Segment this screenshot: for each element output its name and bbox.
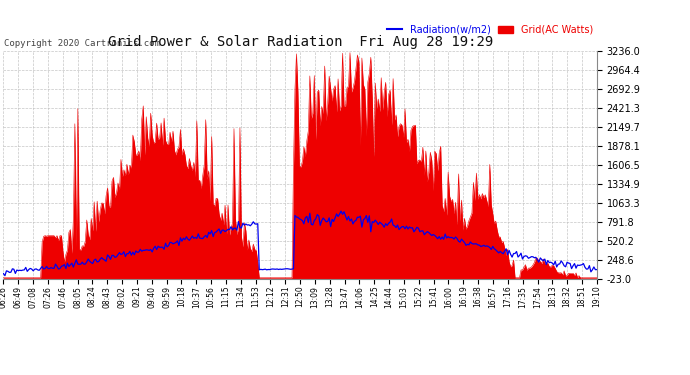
Legend: Radiation(w/m2), Grid(AC Watts): Radiation(w/m2), Grid(AC Watts) [384, 21, 597, 39]
Title: Grid Power & Solar Radiation  Fri Aug 28 19:29: Grid Power & Solar Radiation Fri Aug 28 … [108, 36, 493, 50]
Text: Copyright 2020 Cartronics.com: Copyright 2020 Cartronics.com [4, 39, 160, 48]
